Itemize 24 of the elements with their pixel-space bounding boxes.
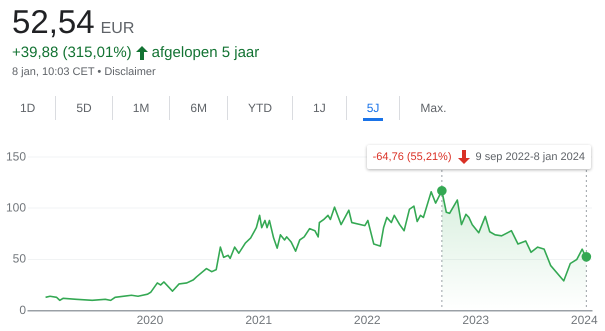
- text: 1D: [19, 101, 36, 117]
- x-tick-label: 2023: [462, 313, 490, 328]
- text: 8 jan, 10:03 CET • Disclaimer: [12, 66, 156, 78]
- text: YTD: [247, 101, 274, 117]
- text: 5J: [362, 101, 384, 121]
- annotation: 9 sep 2022-8 jan 2024: [476, 151, 585, 163]
- y-tick-label: 150: [6, 149, 26, 164]
- text: +39,88 (315,01%): [12, 44, 132, 61]
- text: 6M: [189, 101, 208, 117]
- x-tick-label: 2020: [136, 313, 164, 328]
- y-tick-label: 100: [6, 200, 26, 215]
- y-tick-label: 50: [12, 252, 26, 266]
- text: Max.: [419, 101, 448, 117]
- text: afgelopen 5 jaar: [152, 44, 260, 61]
- chart-title: 52,54: [12, 3, 95, 40]
- chart-subtitle: EUR: [100, 20, 134, 37]
- text: 5D: [75, 101, 93, 117]
- y-tick-label: 0: [19, 302, 26, 317]
- annotation: -64,76 (55,21%): [372, 151, 452, 163]
- x-tick-label: 2024: [570, 313, 598, 328]
- x-tick-label: 2021: [245, 313, 272, 328]
- text: 1J: [312, 101, 327, 117]
- x-tick-label: 2022: [354, 313, 381, 328]
- text: 1M: [132, 101, 150, 117]
